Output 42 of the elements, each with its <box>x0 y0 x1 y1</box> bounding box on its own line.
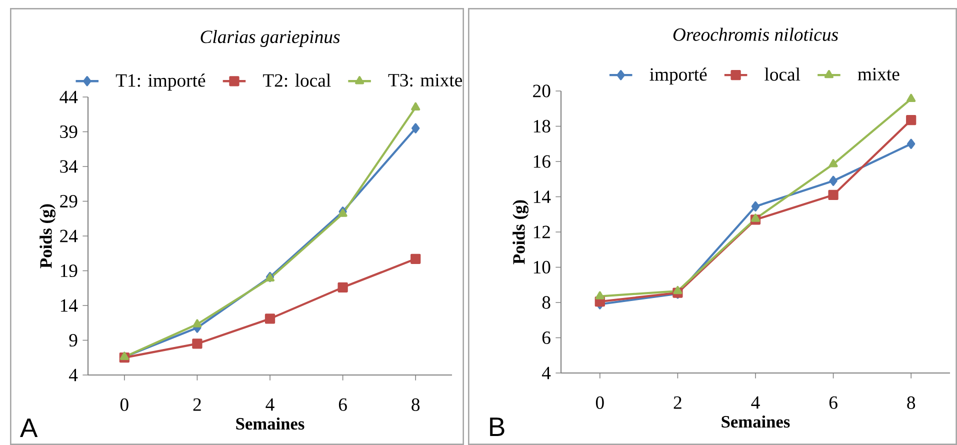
x-tick-label: 8 <box>412 398 420 411</box>
y-tick-label: 14 <box>534 190 551 203</box>
y-tick-label: 6 <box>542 331 550 344</box>
x-tick-label: 2 <box>193 398 201 411</box>
y-tick-label: 9 <box>69 334 78 347</box>
x-axis-title: Semaines <box>722 415 790 428</box>
text: A <box>20 418 38 437</box>
legend-label: T2: local <box>263 74 331 87</box>
legend-label: T1: importé <box>116 74 206 91</box>
x-tick-label: 4 <box>266 398 274 411</box>
legend-label: importé <box>650 68 707 85</box>
chart-title: Oreochromis niloticus <box>673 28 838 41</box>
legend-label: local <box>764 68 800 81</box>
y-tick-label: 19 <box>60 264 78 278</box>
y-tick-label: 16 <box>534 155 550 168</box>
y-axis-title: Poids (g) <box>512 200 528 264</box>
x-tick-label: 6 <box>338 398 347 411</box>
y-tick-label: 10 <box>534 260 550 274</box>
x-tick-label: 4 <box>751 396 760 409</box>
chart-title: Clarias gariepinus <box>200 30 340 47</box>
x-tick-label: 6 <box>829 396 838 409</box>
y-tick-label: 18 <box>534 120 550 133</box>
x-tick-label: 2 <box>674 396 682 409</box>
x-tick-label: 8 <box>907 396 916 409</box>
y-axis-title: Poids (g) <box>40 204 56 268</box>
y-tick-label: 39 <box>60 125 78 138</box>
x-tick-label: 0 <box>596 396 604 409</box>
text: B <box>490 418 504 436</box>
y-tick-label: 12 <box>534 226 550 238</box>
legend-label: T3: mixte <box>388 74 462 87</box>
legend-label: mixte <box>858 68 900 80</box>
y-tick-label: 34 <box>60 160 78 173</box>
y-tick-label: 4 <box>542 366 551 380</box>
y-tick-label: 29 <box>60 194 78 208</box>
y-tick-label: 4 <box>68 368 78 382</box>
y-tick-label: 20 <box>533 84 550 98</box>
y-tick-label: 14 <box>60 299 78 312</box>
x-axis-title: Semaines <box>236 417 304 430</box>
y-tick-label: 44 <box>60 90 78 104</box>
y-tick-label: 24 <box>60 230 78 242</box>
x-tick-label: 0 <box>120 398 128 411</box>
y-tick-label: 8 <box>542 296 550 309</box>
